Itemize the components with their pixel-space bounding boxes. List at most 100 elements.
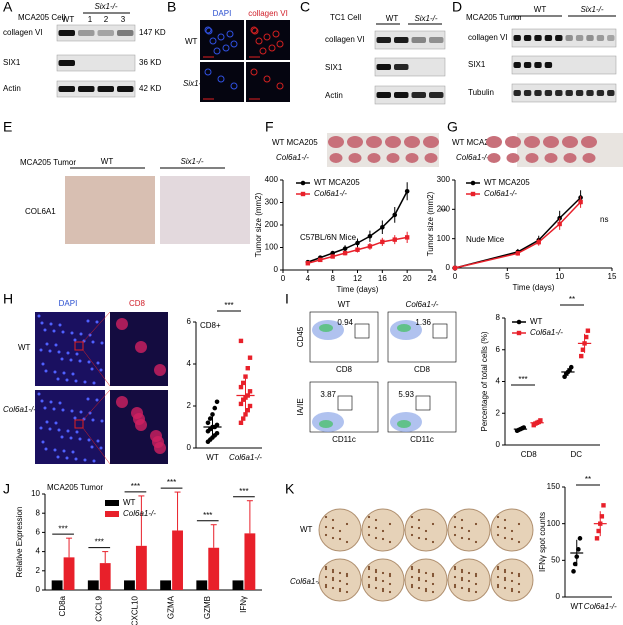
band: [58, 30, 75, 36]
tumor-photo: [327, 133, 439, 167]
band: [513, 62, 521, 68]
annotation: ***: [131, 482, 140, 491]
label: Actin: [325, 91, 343, 100]
zoom-line: [82, 389, 111, 421]
nucleus: [61, 408, 65, 412]
point: [580, 347, 586, 352]
bar: [87, 580, 99, 590]
point: [247, 403, 253, 409]
spot: [417, 586, 421, 590]
spot: [367, 575, 371, 579]
point: [210, 412, 215, 417]
spot: [517, 590, 521, 594]
point: [599, 514, 605, 519]
band: [394, 37, 409, 43]
spot: [324, 565, 328, 569]
cd8-cell: [135, 341, 147, 353]
point: [594, 536, 600, 541]
label: WT: [534, 5, 547, 14]
label: Six1-/-: [580, 5, 603, 14]
spot: [338, 587, 342, 591]
spot: [381, 579, 385, 583]
point: [205, 420, 211, 426]
cell: [263, 33, 271, 41]
point: [404, 188, 410, 194]
cell: [250, 68, 258, 76]
spot: [460, 518, 464, 522]
x-tick-label: 16: [378, 274, 387, 283]
spot: [345, 574, 349, 578]
nucleus: [39, 348, 43, 352]
legend-marker: [470, 191, 476, 197]
y-tick-label: 4: [36, 547, 41, 556]
spot: [331, 578, 335, 582]
nucleus: [83, 458, 87, 462]
nucleus: [37, 392, 41, 396]
x-tick-label: 15: [608, 272, 617, 281]
y-tick-label: 10: [31, 489, 40, 498]
point: [571, 569, 576, 574]
annotation: ***: [203, 511, 212, 520]
spot: [503, 578, 507, 582]
chart-title: MCA205 Tumor: [47, 483, 103, 492]
blot: [374, 85, 446, 105]
flow-core: [397, 420, 411, 428]
label: WT MCA205: [272, 138, 318, 147]
point: [515, 251, 520, 256]
bar: [124, 580, 135, 590]
blot: [374, 57, 446, 77]
band: [565, 35, 573, 41]
cell: [250, 26, 258, 34]
legend-label: WT MCA205: [484, 178, 530, 187]
label: Col6a1-/-: [406, 300, 439, 309]
panel-label: G: [447, 119, 458, 135]
spot: [496, 515, 500, 519]
tumor: [385, 136, 401, 148]
label: DAPI: [213, 9, 232, 18]
panel-label: I: [285, 291, 289, 307]
spot: [388, 590, 392, 594]
band: [596, 35, 605, 41]
spot: [381, 529, 385, 533]
nucleus: [91, 418, 95, 422]
spot: [338, 579, 342, 583]
spot: [474, 522, 478, 526]
nucleus: [87, 360, 91, 364]
x-tick-label: CD8: [521, 450, 538, 459]
point: [579, 353, 584, 359]
band: [513, 90, 521, 96]
y-axis-label: Percentage of total cells (%): [480, 331, 489, 431]
spot: [474, 572, 478, 576]
point: [305, 261, 311, 266]
point: [568, 364, 574, 370]
spot: [510, 571, 514, 575]
point: [238, 401, 244, 407]
cell: [268, 44, 276, 52]
tumor: [386, 153, 400, 163]
point: [380, 239, 385, 245]
tumor: [367, 153, 381, 163]
nucleus: [45, 420, 49, 424]
nucleus: [79, 410, 83, 414]
spot: [345, 590, 349, 594]
x-tick-label: 0: [281, 274, 286, 283]
band: [58, 86, 75, 92]
nucleus: [70, 331, 74, 335]
annotation: ***: [224, 301, 233, 310]
nucleus: [69, 358, 73, 362]
tumor: [543, 136, 559, 148]
label: Tubulin: [468, 88, 494, 97]
label: IA/IE: [296, 398, 305, 415]
label: collagen VI: [248, 9, 288, 18]
blot: [374, 30, 446, 50]
nucleus: [66, 351, 70, 355]
spot: [417, 536, 421, 540]
nucleus: [54, 343, 58, 347]
point: [585, 328, 591, 333]
nucleus: [99, 446, 103, 450]
spot: [431, 572, 435, 576]
nucleus: [54, 421, 58, 425]
y-tick-label: 6: [187, 317, 192, 326]
spot: [460, 570, 464, 574]
spot: [331, 526, 335, 530]
